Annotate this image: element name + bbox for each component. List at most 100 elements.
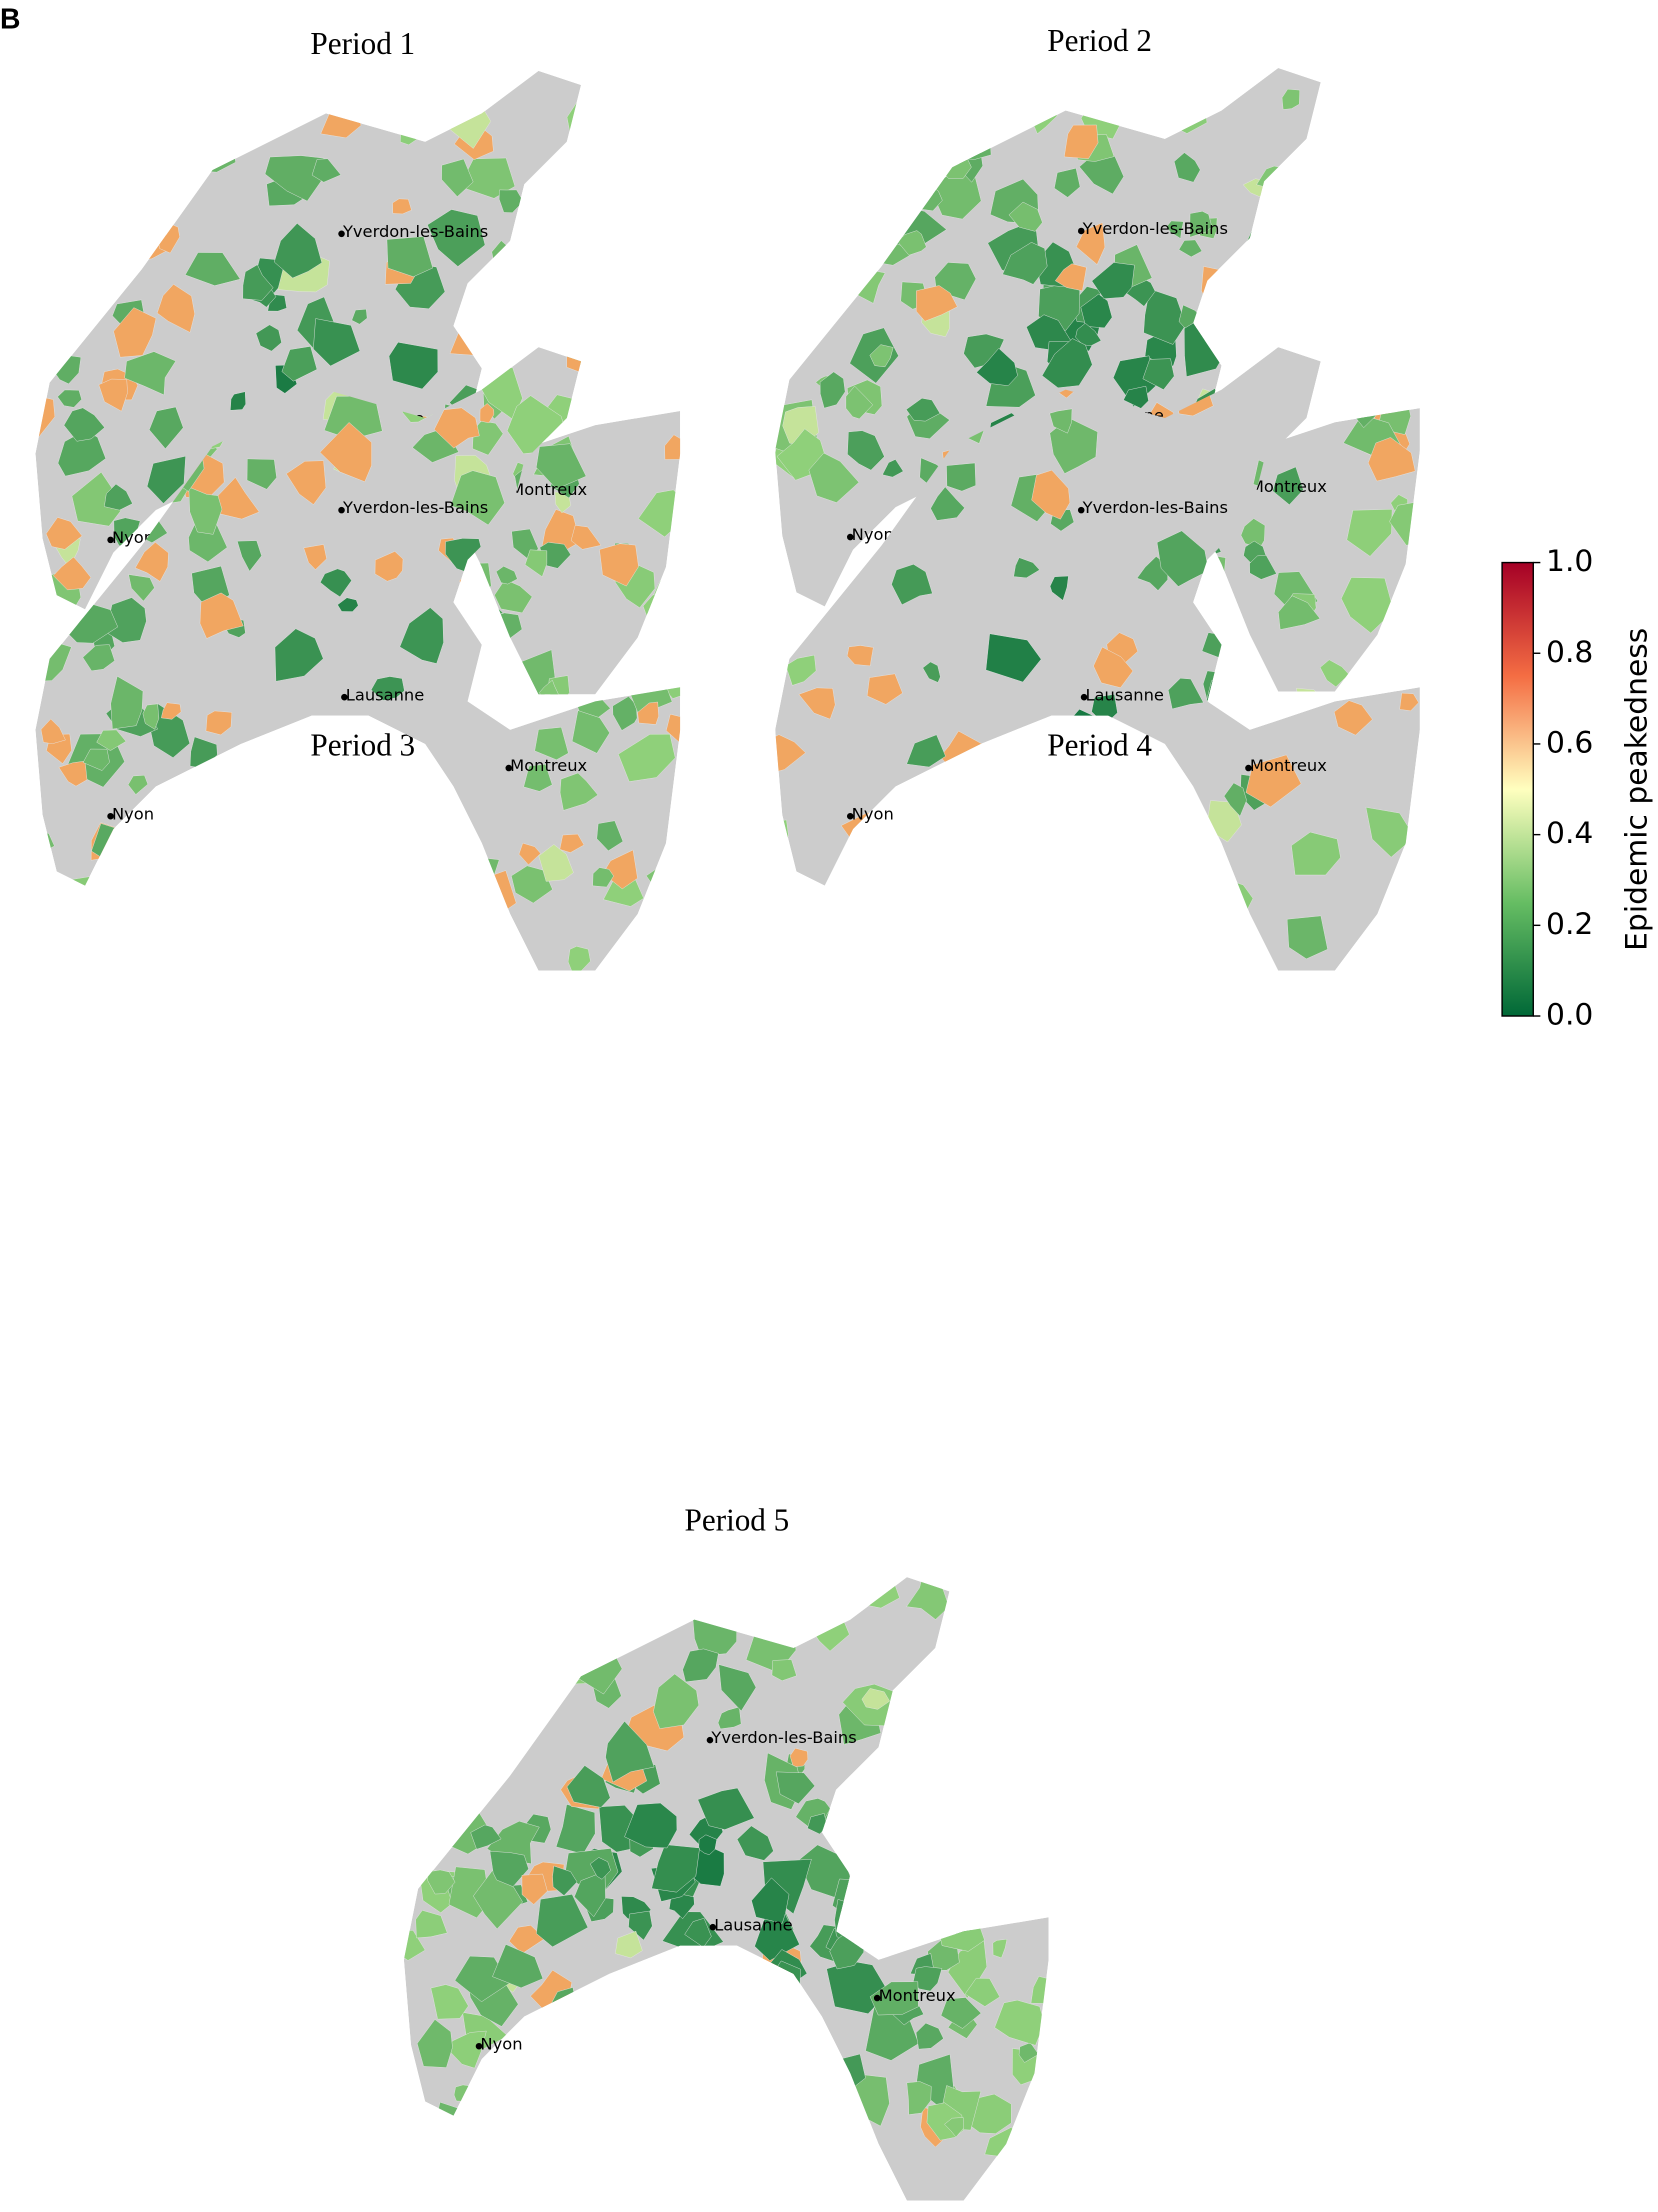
map-area — [1365, 807, 1415, 858]
map-area — [199, 592, 244, 639]
map-area — [953, 78, 994, 113]
map-area — [444, 1764, 469, 1789]
map-area — [684, 1917, 712, 1948]
map-area — [1341, 144, 1364, 170]
map-area — [1054, 167, 1081, 198]
map-area — [604, 2051, 646, 2094]
map-area — [615, 347, 676, 378]
map-area — [707, 2008, 750, 2050]
map-area — [552, 1865, 578, 1896]
map-area — [936, 1797, 985, 1836]
city-label: Nyon — [480, 2034, 522, 2053]
map-area — [882, 459, 904, 478]
map-area — [361, 946, 404, 971]
map-area — [98, 378, 128, 412]
map-area — [866, 673, 903, 705]
map-area — [161, 702, 182, 720]
map-area — [574, 163, 610, 203]
map-area — [628, 1910, 653, 1941]
map-area — [957, 131, 992, 160]
map-area — [395, 810, 436, 851]
city-label: Yverdon-les-Bains — [342, 222, 488, 241]
map-area — [367, 882, 389, 905]
map-area — [440, 70, 479, 87]
map-area — [1275, 194, 1328, 240]
map-area — [644, 2090, 695, 2145]
colorbar-tick-label: 0.2 — [1546, 907, 1593, 942]
map-area — [1384, 163, 1411, 186]
map-area — [297, 935, 337, 971]
map-area — [1123, 385, 1149, 409]
colorbar-tick-label: 1.0 — [1546, 544, 1593, 579]
map-area — [559, 833, 585, 853]
map-area — [603, 347, 641, 362]
map-area — [1272, 466, 1304, 506]
map-area — [86, 182, 121, 211]
map-area — [1017, 1700, 1040, 1724]
map-area — [327, 70, 367, 104]
map-area — [413, 1577, 436, 1605]
map-area — [783, 602, 811, 634]
map-area — [430, 1984, 469, 2020]
map-area — [615, 1930, 643, 1959]
map-area — [609, 134, 642, 172]
map-title: Period 4 — [1047, 727, 1152, 762]
map-area — [1178, 239, 1203, 258]
map-area — [1079, 154, 1124, 195]
map-area — [1080, 293, 1113, 329]
map-area — [708, 2049, 734, 2070]
map-area — [453, 2084, 474, 2102]
map-area — [403, 1722, 432, 1759]
map-area — [770, 2065, 799, 2094]
map-area — [319, 422, 372, 483]
map-area — [717, 1706, 742, 1730]
city-label: Nyon — [112, 528, 154, 547]
map-area — [493, 260, 523, 294]
map-area — [665, 713, 681, 750]
map-area — [1248, 302, 1289, 328]
city-dot — [1077, 506, 1085, 514]
map-area — [143, 70, 184, 88]
map-area — [460, 881, 492, 915]
city-dot — [338, 230, 345, 238]
map-area — [35, 80, 56, 123]
panel-label: B — [0, 3, 20, 35]
map-area — [1229, 250, 1260, 278]
map-area — [1286, 915, 1328, 960]
map-area — [130, 927, 179, 971]
map-area — [521, 300, 554, 344]
city-label: Montreux — [1250, 477, 1327, 496]
map-area — [581, 2143, 606, 2167]
map-area — [273, 223, 323, 279]
map-area — [433, 407, 480, 449]
map-area — [239, 95, 290, 133]
map-area — [523, 763, 553, 792]
map-area — [450, 1638, 484, 1674]
map-area — [819, 371, 846, 409]
map-area — [529, 2009, 566, 2045]
map-area — [962, 1646, 983, 1674]
map-area — [399, 607, 444, 664]
map-area — [602, 216, 651, 273]
map-area — [1013, 557, 1040, 579]
map-area — [1278, 595, 1321, 630]
map-area — [736, 1825, 774, 1861]
map-area — [1156, 530, 1209, 587]
map-area — [1041, 338, 1093, 389]
map-area — [846, 1880, 866, 1909]
map-area — [149, 406, 184, 450]
map-area — [35, 830, 55, 855]
map-area — [797, 68, 850, 91]
map-area — [1063, 124, 1099, 159]
map-area — [242, 264, 274, 301]
map-area — [662, 2116, 709, 2160]
map-area — [1281, 88, 1300, 110]
map-area — [779, 245, 827, 296]
map-area — [562, 191, 584, 209]
map-area — [1049, 417, 1098, 474]
map-area — [539, 542, 571, 569]
map-area — [762, 1859, 812, 1915]
map-area — [1384, 347, 1406, 363]
map-area — [751, 1877, 790, 1924]
map-area — [861, 1688, 890, 1710]
